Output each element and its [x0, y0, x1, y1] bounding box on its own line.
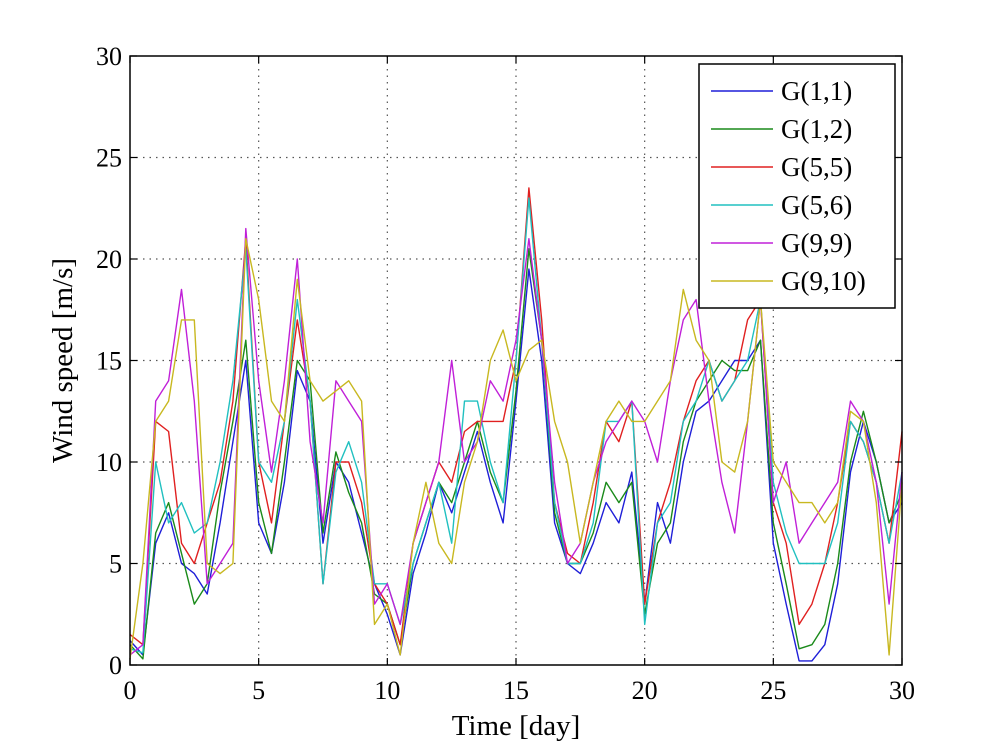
series-lines — [129, 187, 903, 662]
legend-entry-label: G(1,1) — [781, 76, 852, 106]
series-line-G(9,10) — [129, 237, 903, 659]
x-axis-label: Time [day] — [452, 710, 581, 742]
x-tick-label: 0 — [124, 676, 137, 705]
y-tick-label: 20 — [96, 245, 122, 274]
y-tick-label: 10 — [96, 448, 122, 477]
legend: G(1,1) G(1,2) G(5,5) G(5,6) G(9,9) G(9,10) — [698, 63, 896, 309]
x-tick-label: 30 — [889, 676, 915, 705]
axis-ticks: 0 5 10 15 20 25 30 0 5 10 15 20 25 30 — [96, 42, 915, 705]
y-axis-label: Wind speed [m/s] — [47, 258, 79, 463]
x-tick-label: 20 — [632, 676, 658, 705]
series-line-G(1,2) — [129, 248, 903, 660]
legend-entry-label: G(5,5) — [781, 152, 852, 182]
legend-box — [698, 63, 896, 309]
y-tick-label: 25 — [96, 144, 122, 173]
legend-entry-label: G(9,10) — [781, 266, 866, 296]
series-line-G(9,9) — [129, 227, 903, 656]
x-tick-label: 25 — [760, 676, 786, 705]
series-line-G(1,1) — [129, 268, 903, 662]
legend-entry-label: G(9,9) — [781, 228, 852, 258]
y-tick-label: 15 — [96, 347, 122, 376]
legend-entry-label: G(5,6) — [781, 190, 852, 220]
y-tick-label: 30 — [96, 42, 122, 71]
y-tick-label: 0 — [109, 651, 122, 680]
x-tick-label: 10 — [374, 676, 400, 705]
grid-lines — [130, 56, 902, 665]
x-tick-label: 15 — [503, 676, 529, 705]
x-tick-label: 5 — [252, 676, 265, 705]
y-tick-label: 5 — [109, 550, 122, 579]
series-line-G(5,6) — [129, 197, 903, 654]
legend-entry-label: G(1,2) — [781, 114, 852, 144]
